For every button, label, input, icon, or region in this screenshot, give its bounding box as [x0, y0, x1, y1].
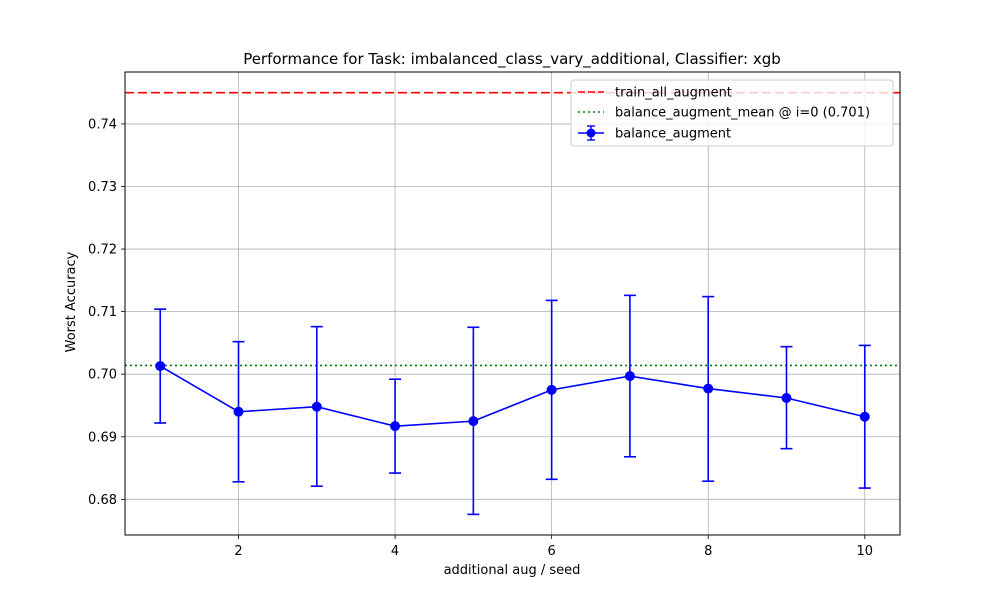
data-point [546, 384, 557, 395]
data-point [624, 371, 635, 382]
data-point [390, 421, 401, 432]
x-axis-ticks: 2 4 6 8 10 [234, 535, 873, 559]
legend-label: balance_augment [615, 127, 731, 142]
data-point [311, 401, 322, 412]
x-axis-label: additional aug / seed [444, 563, 581, 578]
y-axis-label: Worst Accuracy [64, 251, 79, 352]
legend-label: balance_augment_mean @ i=0 (0.701) [615, 106, 870, 121]
y-tick-label: 0.69 [88, 430, 117, 445]
grid [125, 72, 900, 535]
data-point [781, 392, 792, 403]
data-point [703, 383, 714, 394]
data-point [233, 406, 244, 417]
y-tick-label: 0.74 [88, 117, 117, 132]
y-tick-label: 0.72 [88, 243, 117, 258]
x-tick-label: 8 [704, 544, 712, 559]
series-line [159, 365, 865, 427]
legend-swatch-marker [586, 128, 596, 138]
series-layer [154, 294, 871, 516]
x-tick-label: 2 [234, 544, 242, 559]
data-point [859, 411, 870, 422]
y-tick-label: 0.71 [88, 305, 117, 320]
y-axis-ticks: 0.68 0.69 0.70 0.71 0.72 0.73 0.74 [88, 117, 125, 508]
y-tick-label: 0.73 [88, 180, 117, 195]
legend-label: train_all_augment [615, 86, 732, 101]
data-point [468, 416, 479, 427]
data-point [155, 361, 166, 372]
plot-frame [124, 71, 901, 536]
x-tick-label: 10 [856, 544, 873, 559]
y-tick-label: 0.68 [88, 493, 117, 508]
chart-title: Performance for Task: imbalanced_class_v… [243, 50, 781, 69]
y-tick-label: 0.70 [88, 368, 117, 383]
x-tick-label: 6 [548, 544, 556, 559]
legend-box [570, 79, 894, 147]
legend: train_all_augment balance_augment_mean @ … [570, 79, 894, 147]
x-tick-label: 4 [391, 544, 399, 559]
